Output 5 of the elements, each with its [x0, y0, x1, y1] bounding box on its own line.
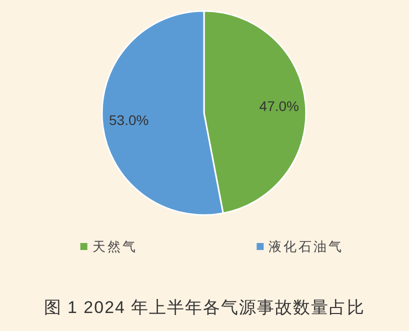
legend-label: 天然气 — [92, 239, 138, 254]
data-label: 47.0% — [259, 98, 299, 114]
text: 图 1 2024 年上半年各气源事故数量占比 — [44, 298, 366, 317]
legend-label: 液化石油气 — [268, 239, 344, 254]
data-label: 53.0% — [109, 112, 149, 128]
